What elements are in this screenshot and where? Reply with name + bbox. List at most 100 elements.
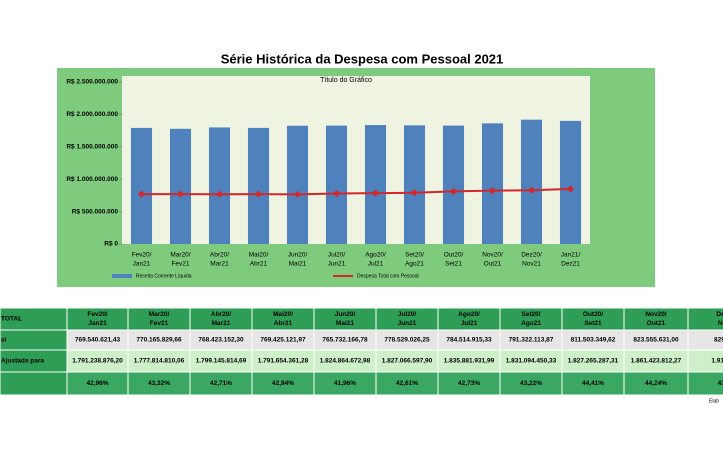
- table-value: 1.824.864.672,98: [320, 358, 371, 365]
- table-cell: [0, 371, 68, 396]
- bar: [442, 125, 465, 244]
- y-tick-label: R$ 0: [104, 241, 118, 248]
- table-value: 43,2: [718, 380, 723, 387]
- y-tick-label: R$ 2.500.000.000: [66, 79, 118, 86]
- column-header: Jul20/: [398, 311, 417, 318]
- column-header: Dez2: [716, 311, 723, 318]
- x-tick-label: Jul21: [368, 261, 384, 268]
- column-header: Mai20/: [273, 311, 293, 318]
- line: [141, 187, 571, 196]
- column-header: Nov: [718, 320, 723, 327]
- y-tick-label: R$ 500.000.000: [72, 208, 119, 215]
- bar: [208, 127, 231, 244]
- marker: [137, 190, 146, 198]
- column-header: Out21: [647, 320, 666, 327]
- table-value: 1.861.423.812,27: [631, 358, 682, 365]
- table-value: 43,32%: [148, 380, 170, 387]
- x-tick-label: Mar20/: [170, 252, 190, 259]
- x-tick-label: Mar21: [210, 261, 229, 268]
- row-header: Ajustada para: [1, 358, 44, 365]
- row-header: TOTAL: [1, 316, 22, 323]
- marker: [371, 189, 380, 197]
- table-value: 42,96%: [86, 380, 108, 387]
- table-value: 1.918.44: [711, 358, 723, 365]
- bar: [247, 127, 270, 244]
- table-value: 765.732.166,78: [322, 337, 368, 344]
- table-value: 1.791.654.361,28: [258, 358, 309, 365]
- table-value: 784.514.915,33: [446, 337, 492, 344]
- legend-label: Receita Corrente Líquida: [136, 273, 192, 279]
- x-tick-label: Fev20/: [132, 252, 152, 259]
- legend-label: Despesa Total com Pessoal: [357, 273, 419, 279]
- marker: [215, 190, 224, 198]
- table-value: 1.799.145.814,69: [196, 358, 247, 365]
- table-value: 41,96%: [334, 380, 356, 387]
- table-value: 769.540.621,43: [75, 337, 121, 344]
- table-value: 823.555.631,00: [633, 337, 679, 344]
- marker: [566, 185, 575, 193]
- table-value: 1.777.814.810,06: [134, 358, 185, 365]
- column-header: Abr21: [274, 320, 293, 327]
- chart-title: Série Histórica da Despesa com Pessoal 2…: [221, 51, 504, 66]
- bar: [520, 119, 543, 244]
- x-tick-label: Ago20/: [365, 252, 386, 259]
- table-cell: [687, 307, 723, 331]
- x-tick-label: Jan21/: [561, 252, 581, 259]
- column-header: Jan21: [88, 320, 107, 327]
- x-tick-label: Jul20/: [328, 252, 346, 259]
- column-header: Mar20/: [149, 311, 170, 318]
- bar: [130, 127, 153, 244]
- column-header: Mai21: [336, 320, 354, 327]
- x-tick-label: Fev21: [171, 261, 189, 268]
- table-value: 811.503.349,62: [571, 337, 616, 344]
- table-value: 1.831.094.450,33: [506, 358, 557, 365]
- table-value: 769.425.121,97: [260, 337, 306, 344]
- column-header: Jul21: [461, 320, 478, 327]
- marker: [410, 189, 419, 197]
- y-tick-label: R$ 1.000.000.000: [66, 176, 118, 183]
- table-value: 42,94%: [272, 380, 294, 387]
- table-value: 829.87: [714, 337, 723, 344]
- table-value: 770.165.829,66: [136, 337, 182, 344]
- x-tick-label: Ago21: [405, 261, 424, 268]
- x-tick-label: Mai21: [289, 261, 307, 268]
- bar: [325, 125, 348, 244]
- column-header: Nov20/: [645, 311, 667, 318]
- table-value: 791.322.113,87: [509, 337, 554, 344]
- column-header: Abr20/: [211, 311, 231, 318]
- bar: [364, 125, 387, 244]
- column-header: Mar21: [212, 320, 231, 327]
- column-header: Ago20/: [458, 311, 480, 318]
- marker: [332, 190, 341, 198]
- chart-subtitle: Título do Gráfico: [320, 77, 372, 84]
- x-tick-label: Set20/: [405, 252, 424, 259]
- column-header: Set20/: [521, 311, 540, 318]
- table-value: 1.791.238.876,20: [72, 358, 123, 365]
- row-header: al: [1, 337, 7, 344]
- x-tick-label: Out21: [484, 261, 502, 268]
- table-value: 43,22%: [520, 380, 542, 387]
- table-value: 1.835.881.931,99: [444, 358, 495, 365]
- x-tick-label: Set21: [445, 261, 462, 268]
- bar: [169, 128, 192, 244]
- y-tick-label: R$ 2.000.000.000: [66, 111, 118, 118]
- x-tick-label: Nov20/: [482, 252, 503, 259]
- column-header: Out20/: [583, 311, 603, 318]
- x-tick-label: Dez20/: [521, 252, 542, 259]
- plot-area: [122, 76, 590, 244]
- x-tick-label: Jun20/: [288, 252, 308, 259]
- table-cell: [687, 349, 723, 373]
- marker: [527, 186, 536, 194]
- table-value: 44,24%: [645, 380, 667, 387]
- table-value: 42,73%: [458, 380, 480, 387]
- footnote: Elab: [709, 398, 719, 404]
- column-header: Jun20/: [335, 311, 356, 318]
- table-cell: [0, 329, 68, 351]
- x-tick-label: Abr21: [250, 261, 268, 268]
- bar: [481, 123, 504, 244]
- x-tick-label: Dez21: [561, 261, 580, 268]
- table-value: 1.827.265.287,31: [568, 358, 619, 365]
- table-value: 778.529.026,25: [384, 337, 430, 344]
- table-value: 42,61%: [396, 380, 418, 387]
